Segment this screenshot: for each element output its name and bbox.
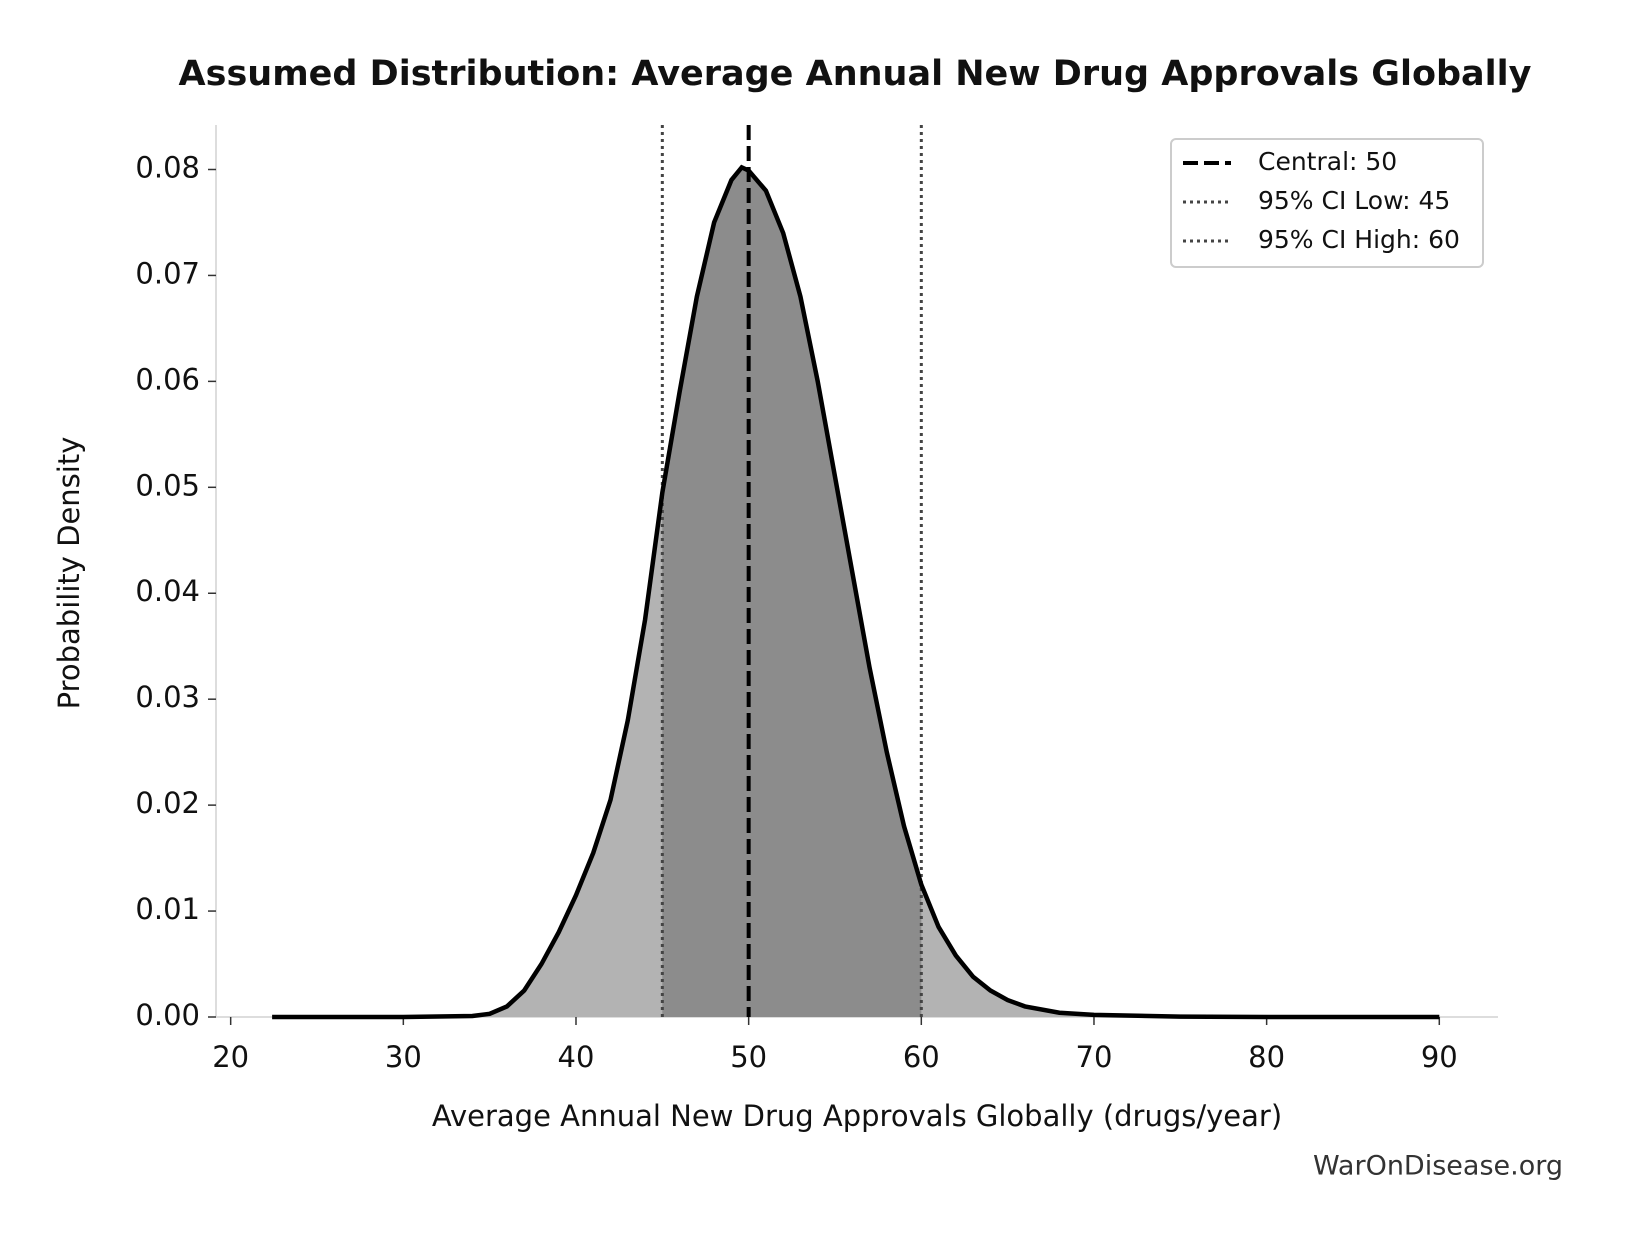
y-tick-label: 0.04 xyxy=(135,574,200,608)
x-tick-label: 60 xyxy=(903,1040,940,1074)
ci-area-fill xyxy=(662,167,922,1017)
y-tick-label: 0.08 xyxy=(135,150,200,184)
y-tick-label: 0.01 xyxy=(135,892,200,926)
x-tick-label: 50 xyxy=(730,1040,767,1074)
x-axis-label: Average Annual New Drug Approvals Global… xyxy=(432,1099,1282,1133)
x-tick-label: 80 xyxy=(1248,1040,1285,1074)
watermark: WarOnDisease.org xyxy=(1313,1151,1563,1182)
y-tick-label: 0.02 xyxy=(135,786,200,820)
y-tick-label: 0.06 xyxy=(135,362,200,396)
x-tick-label: 30 xyxy=(385,1040,422,1074)
legend-label: Central: 50 xyxy=(1258,147,1397,176)
y-tick-label: 0.03 xyxy=(135,680,200,714)
legend-label: 95% CI Low: 45 xyxy=(1258,186,1450,215)
y-tick-label: 0.05 xyxy=(135,468,200,502)
x-tick-label: 20 xyxy=(212,1040,249,1074)
y-tick-label: 0.00 xyxy=(135,998,200,1032)
legend-box xyxy=(1170,138,1484,268)
x-tick-label: 70 xyxy=(1076,1040,1113,1074)
x-tick-label: 40 xyxy=(558,1040,595,1074)
chart-title: Assumed Distribution: Average Annual New… xyxy=(179,54,1532,94)
density-line xyxy=(272,164,1440,1020)
legend-label: 95% CI High: 60 xyxy=(1258,225,1460,254)
x-tick-label: 90 xyxy=(1421,1040,1458,1074)
y-axis-label: Probability Density xyxy=(52,437,86,710)
y-tick-label: 0.07 xyxy=(135,256,200,290)
